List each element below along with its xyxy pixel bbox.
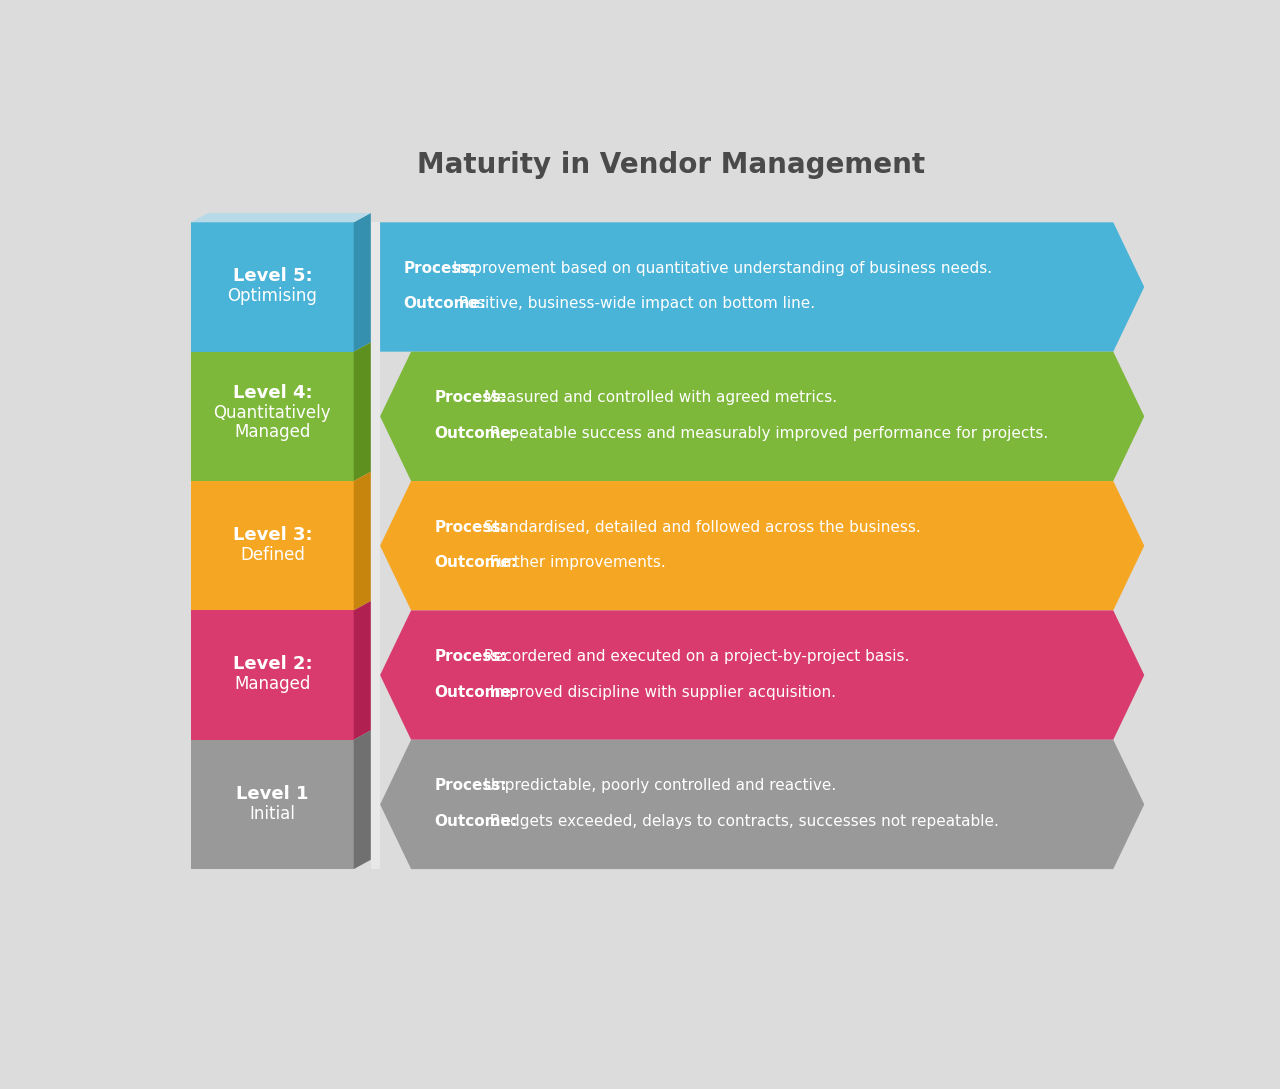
Polygon shape [380,739,1144,869]
Polygon shape [191,481,353,611]
Text: Standardised, detailed and followed across the business.: Standardised, detailed and followed acro… [479,519,922,535]
Text: Outcome:: Outcome: [434,813,517,829]
Text: Level 3:: Level 3: [233,526,312,543]
Polygon shape [191,739,353,869]
Text: Repeatable success and measurably improved performance for projects.: Repeatable success and measurably improv… [485,426,1048,441]
Polygon shape [191,213,371,222]
Text: Measured and controlled with agreed metrics.: Measured and controlled with agreed metr… [479,390,837,405]
Text: Process:: Process: [434,779,507,794]
Text: Unpredictable, poorly controlled and reactive.: Unpredictable, poorly controlled and rea… [479,779,837,794]
Text: Recordered and executed on a project-by-project basis.: Recordered and executed on a project-by-… [479,649,910,664]
Polygon shape [353,342,371,481]
Text: Improvement based on quantitative understanding of business needs.: Improvement based on quantitative unders… [448,261,992,276]
Text: Outcome:: Outcome: [434,555,517,571]
Polygon shape [371,222,380,869]
Text: Further improvements.: Further improvements. [485,555,666,571]
Text: Defined: Defined [239,546,305,564]
Polygon shape [380,611,1144,739]
Polygon shape [380,222,1144,352]
Text: Budgets exceeded, delays to contracts, successes not repeatable.: Budgets exceeded, delays to contracts, s… [485,813,998,829]
Text: Quantitatively: Quantitatively [214,404,332,421]
Text: Outcome:: Outcome: [434,426,517,441]
Text: Process:: Process: [434,390,507,405]
Polygon shape [371,222,380,869]
Polygon shape [353,213,371,352]
Text: Maturity in Vendor Management: Maturity in Vendor Management [417,150,925,179]
Text: Level 5:: Level 5: [233,267,312,285]
Text: Process:: Process: [434,649,507,664]
Text: Outcome:: Outcome: [403,296,486,311]
Text: Managed: Managed [234,675,311,694]
Text: Initial: Initial [250,805,296,822]
Text: Optimising: Optimising [228,287,317,305]
Text: Outcome:: Outcome: [434,685,517,699]
Text: Level 1: Level 1 [236,785,308,803]
Polygon shape [191,222,353,352]
Polygon shape [380,352,1144,481]
Text: Positive, business-wide impact on bottom line.: Positive, business-wide impact on bottom… [453,296,815,311]
Polygon shape [353,731,371,869]
Text: Process:: Process: [403,261,476,276]
Text: Level 2:: Level 2: [233,656,312,673]
Polygon shape [191,611,353,739]
Text: Process:: Process: [434,519,507,535]
Text: Level 4:: Level 4: [233,384,312,402]
Polygon shape [353,472,371,611]
Polygon shape [353,601,371,739]
Text: Improved discipline with supplier acquisition.: Improved discipline with supplier acquis… [485,685,836,699]
Polygon shape [191,352,353,481]
Text: Managed: Managed [234,423,311,441]
Polygon shape [380,481,1144,611]
